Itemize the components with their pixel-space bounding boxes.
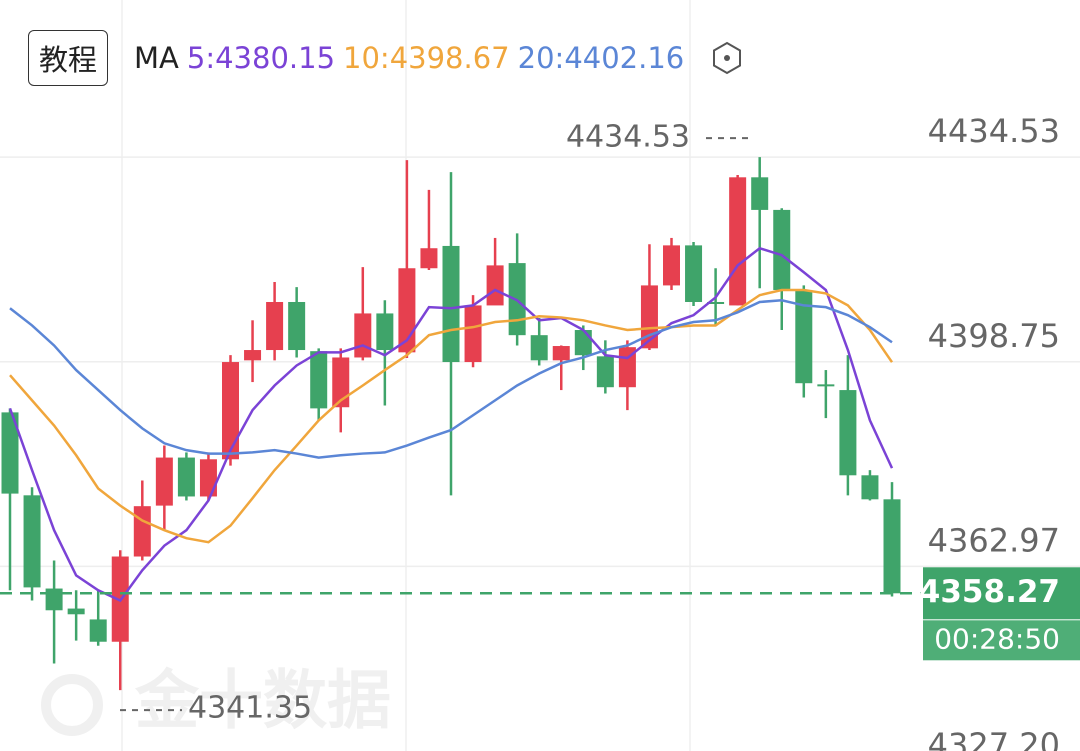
candle-body [420, 248, 438, 269]
low-marker-label: 4341.35 [188, 691, 312, 726]
candle-body [883, 499, 901, 594]
candle-body [464, 305, 482, 363]
candle-body [398, 268, 416, 353]
y-tick-label: 4398.75 [928, 317, 1060, 355]
candle-body [552, 346, 570, 361]
candle-body [839, 390, 857, 476]
candle-body [376, 313, 394, 351]
settings-icon[interactable] [710, 41, 744, 75]
candle-body [89, 619, 107, 642]
legend-entry: 5:4380.15 [186, 41, 336, 75]
candle-body [155, 457, 173, 506]
high-marker-label: 4434.53 [566, 120, 690, 155]
candle-body [817, 384, 835, 387]
candle-body [729, 177, 747, 306]
countdown: 00:28:50 [934, 622, 1060, 655]
y-tick-label: 4362.97 [928, 521, 1060, 559]
candle-body [133, 506, 151, 557]
legend-entry: 10:4398.67 [343, 41, 510, 75]
ma-line [8, 246, 894, 603]
candle-body [685, 245, 703, 302]
candle-body [266, 301, 284, 351]
candle-body [1, 412, 19, 494]
candle-body [530, 335, 548, 361]
watermark-logo [41, 674, 103, 736]
candle-body [23, 495, 41, 588]
candle-body [45, 588, 63, 611]
countdown-box [923, 620, 1080, 661]
candle-body [574, 330, 592, 356]
candle-body [354, 313, 372, 358]
candle-body [751, 177, 769, 210]
watermark: 金十数据 [134, 665, 391, 739]
y-tick-label: 4434.53 [928, 112, 1060, 150]
legend-entry: 20:4402.16 [517, 41, 685, 75]
candle-body [596, 356, 614, 388]
candle-body [773, 209, 791, 290]
ma-line [9, 288, 894, 544]
candle-body [663, 245, 680, 286]
candle-body [244, 350, 262, 361]
tutorial-button[interactable]: 教程 [28, 30, 109, 86]
candle-body [442, 245, 460, 363]
candle-body [707, 301, 725, 304]
candle-body [332, 357, 350, 408]
candle-body [861, 475, 879, 500]
ma-line [9, 299, 893, 459]
candle-body [310, 351, 328, 409]
candle-body [177, 457, 195, 497]
candle-body [795, 289, 813, 384]
candle-body [67, 608, 85, 615]
candle-body [288, 301, 306, 351]
candle-body [486, 265, 504, 306]
last-price-box [923, 567, 1080, 620]
candle-body [199, 459, 217, 497]
indicator: MA [134, 41, 179, 75]
candle-body [222, 362, 239, 460]
header: 教程 MA 5:4380.15 10:4398.67 20:4402.16 [28, 30, 744, 86]
y-tick-label: 4327.20 [928, 726, 1060, 751]
last-price-label: 4358.27 [919, 574, 1060, 610]
